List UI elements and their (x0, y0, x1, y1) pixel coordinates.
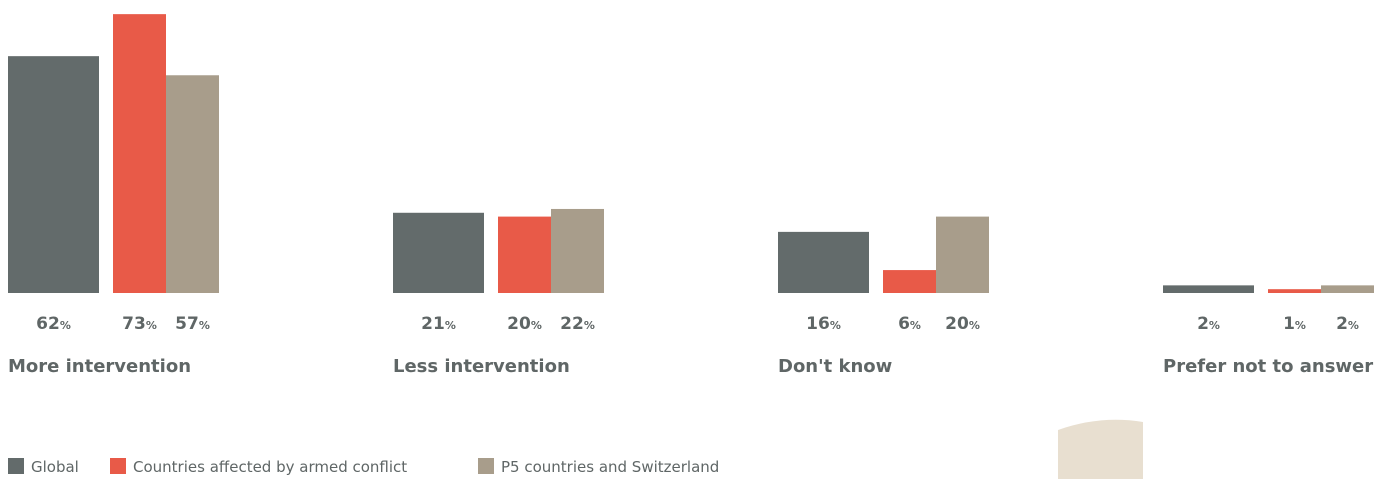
category-label: Prefer not to answer (1163, 356, 1373, 377)
legend-label: Global (31, 458, 79, 476)
value-label: 73% (122, 314, 157, 334)
legend-label: P5 countries and Switzerland (501, 458, 719, 476)
legend-swatch (478, 458, 494, 474)
category-label: More intervention (8, 356, 191, 377)
value-label: 1% (1283, 314, 1306, 334)
value-label: 2% (1336, 314, 1359, 334)
legend-label: Countries affected by armed conflict (133, 458, 407, 476)
bar (551, 208, 604, 293)
bar (778, 231, 869, 293)
value-label: 62% (36, 314, 71, 334)
value-label: 6% (898, 314, 921, 334)
value-label: 57% (175, 314, 210, 334)
value-label: 22% (560, 314, 595, 334)
bar (883, 270, 936, 293)
bar (8, 56, 99, 293)
value-label: 20% (507, 314, 542, 334)
bar (166, 75, 219, 293)
value-label: 2% (1197, 314, 1220, 334)
category-label: Don't know (778, 356, 892, 377)
bar (498, 216, 551, 293)
legend-swatch (110, 458, 126, 474)
bar (113, 14, 166, 293)
value-label: 16% (806, 314, 841, 334)
bar (1268, 289, 1321, 293)
category-label: Less intervention (393, 356, 570, 377)
value-label: 20% (945, 314, 980, 334)
bar (393, 212, 484, 293)
legend-swatch (8, 458, 24, 474)
value-label: 21% (421, 314, 456, 334)
decoration (1058, 419, 1143, 479)
bar (1163, 285, 1254, 293)
bar (936, 216, 989, 293)
bar (1321, 285, 1374, 293)
